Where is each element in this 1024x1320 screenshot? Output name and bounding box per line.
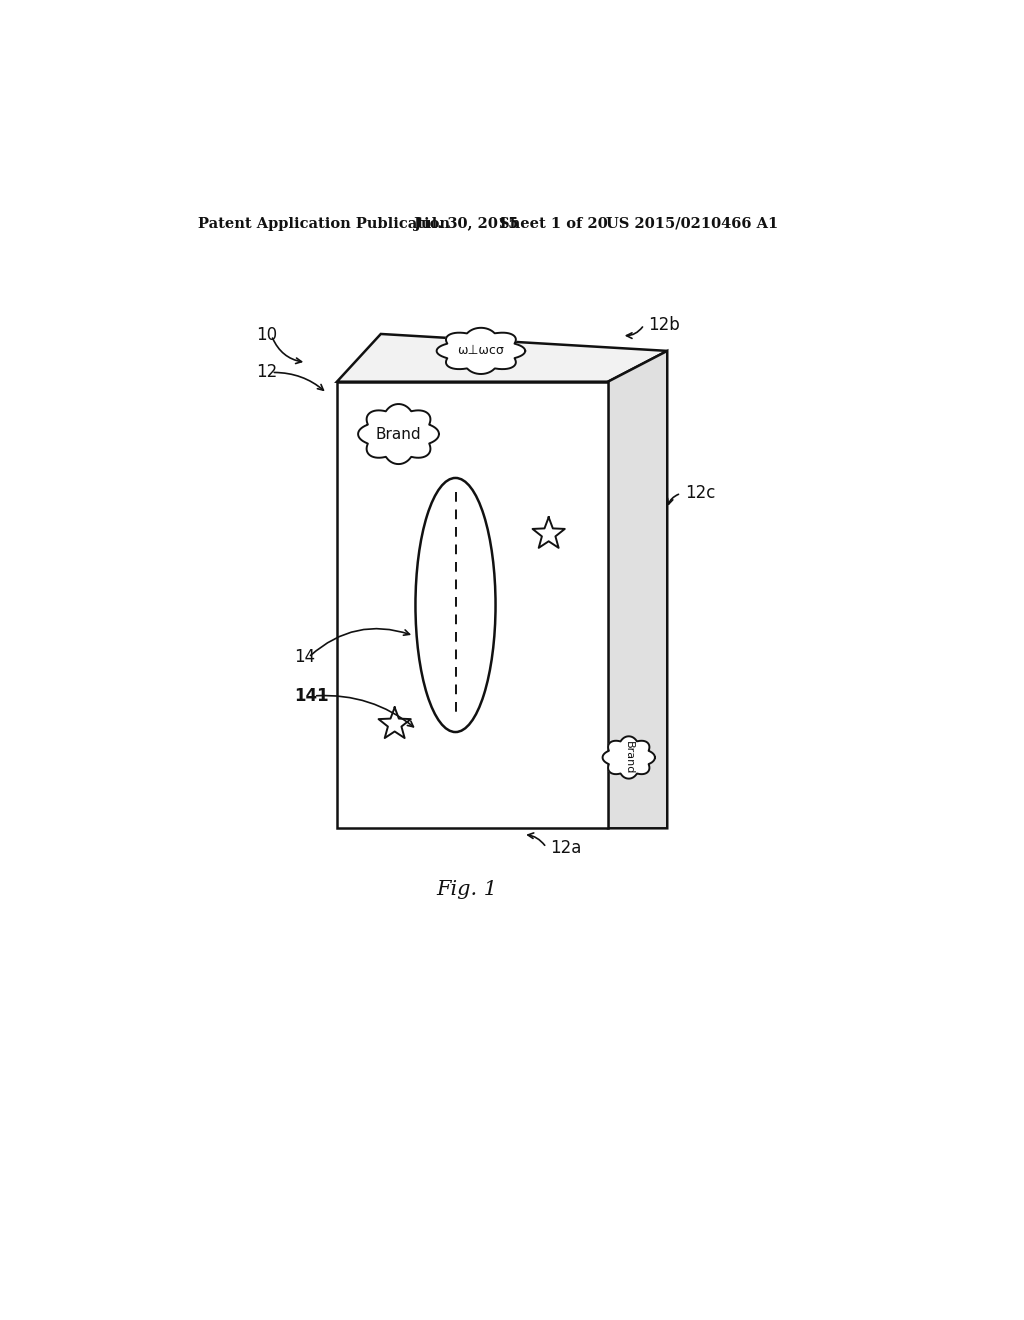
Polygon shape [436,327,525,374]
Polygon shape [337,334,668,381]
Text: Fig. 1: Fig. 1 [436,880,498,899]
Polygon shape [608,351,668,829]
Polygon shape [602,737,655,779]
Text: 10: 10 [256,326,278,345]
Text: Sheet 1 of 20: Sheet 1 of 20 [499,216,607,231]
Polygon shape [358,404,439,465]
Text: Jul. 30, 2015: Jul. 30, 2015 [414,216,518,231]
Text: 12c: 12c [685,484,716,503]
Text: US 2015/0210466 A1: US 2015/0210466 A1 [606,216,778,231]
Text: 141: 141 [295,686,329,705]
Text: 12a: 12a [550,838,582,857]
Text: ω⊥ωcσ: ω⊥ωcσ [458,345,505,358]
Ellipse shape [416,478,496,733]
Text: 14: 14 [295,648,315,667]
Text: 12: 12 [256,363,278,381]
Text: Patent Application Publication: Patent Application Publication [199,216,451,231]
Text: 12b: 12b [648,315,680,334]
Text: Brand: Brand [624,741,634,774]
Text: Brand: Brand [376,426,421,442]
Polygon shape [337,381,608,829]
